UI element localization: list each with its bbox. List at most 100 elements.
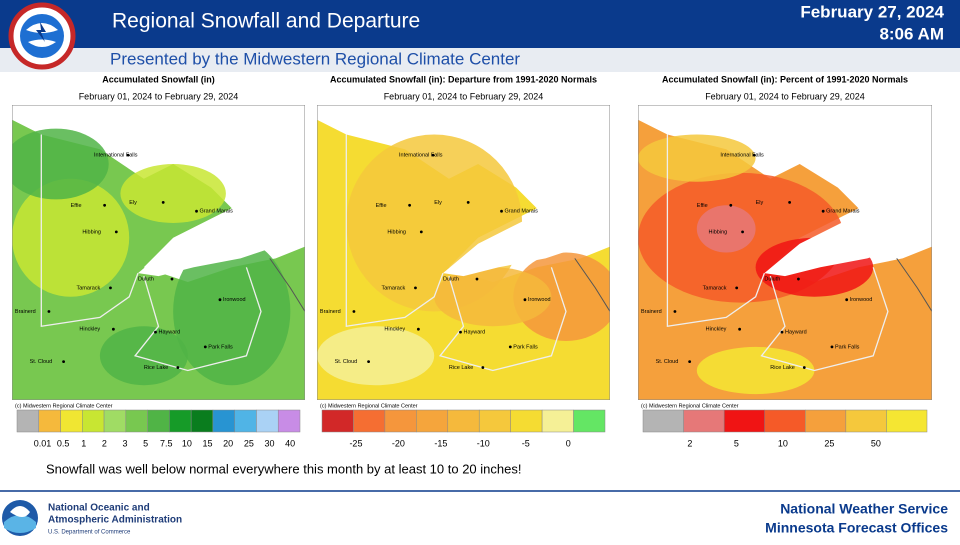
map-panel: Accumulated Snowfall (in): Percent of 19…: [638, 74, 932, 448]
city-dot: [408, 203, 411, 207]
legend-label: -5: [522, 438, 530, 448]
city-label: Hibbing: [709, 229, 728, 235]
city-dot: [103, 203, 106, 207]
city-label: St. Cloud: [30, 359, 53, 365]
city-label: Hinckley: [79, 327, 100, 333]
legend-swatch: [384, 409, 417, 433]
legend-label: 10: [778, 438, 788, 448]
city-dot: [203, 345, 207, 349]
city-label: Ely: [756, 200, 764, 206]
city-dot: [114, 230, 118, 234]
legend-label: -25: [349, 438, 362, 448]
lake-superior: [138, 187, 305, 277]
legend-label: 5: [143, 438, 148, 448]
city-label: Ironwood: [850, 297, 873, 303]
legend-label: 5: [734, 438, 739, 448]
city-dot: [673, 310, 677, 313]
legend-swatch: [256, 409, 279, 433]
city-dot: [845, 298, 849, 302]
map: [638, 105, 932, 400]
city-dot: [161, 200, 165, 204]
nws-logo: [8, 2, 76, 70]
noaa-dept: U.S. Department of Commerce: [48, 530, 131, 536]
city-label: Effie: [71, 203, 82, 209]
legend-swatch: [147, 409, 170, 433]
city-dot: [459, 330, 462, 334]
city-label: Brainerd: [320, 309, 341, 315]
state-border: [760, 267, 889, 372]
panels: Accumulated Snowfall (in) February 01, 20…: [12, 74, 932, 448]
legend-swatch: [886, 409, 928, 433]
map-credit: (c) Midwestern Regional Climate Center: [320, 403, 418, 409]
city-dot: [830, 345, 834, 349]
panel-period: February 01, 2024 to February 29, 2024: [79, 91, 239, 101]
city-dot: [475, 277, 479, 281]
legend-label: 0.5: [57, 438, 70, 448]
city-dot: [109, 286, 112, 290]
city-dot: [218, 298, 222, 302]
legend-swatch: [60, 409, 83, 433]
nws-offices: Minnesota Forecast Offices: [765, 520, 948, 536]
city-label: Rice Lake: [449, 365, 473, 371]
city-label: Ely: [434, 200, 442, 206]
city-dot: [176, 366, 180, 369]
snow-zone: [434, 267, 552, 327]
map-credit: (c) Midwestern Regional Climate Center: [15, 403, 113, 409]
noaa-logo: [2, 500, 38, 536]
state-border: [269, 258, 305, 312]
city-label: Grand Marais: [826, 209, 860, 215]
state-border: [133, 267, 262, 372]
city-label: Brainerd: [641, 309, 662, 315]
city-dot: [729, 203, 733, 207]
city-dot: [111, 327, 115, 331]
legend-swatch: [234, 409, 257, 433]
legend-label: 20: [223, 438, 233, 448]
city-dot: [797, 277, 800, 281]
city-dot: [788, 200, 791, 204]
city-dot: [508, 345, 512, 349]
map-panel: Accumulated Snowfall (in): Departure fro…: [317, 74, 610, 448]
snow-zone: [120, 164, 226, 223]
city-dot: [466, 200, 470, 204]
legend-label: -15: [434, 438, 447, 448]
state-border: [896, 258, 932, 312]
city-dot: [195, 209, 198, 213]
nws-name: National Weather Service: [780, 501, 948, 517]
city-label: International Falls: [720, 153, 764, 159]
legend-swatch: [125, 409, 148, 433]
snow-zone: [173, 237, 291, 386]
snow-zone: [317, 326, 435, 386]
legend-label: 2: [687, 438, 692, 448]
map-credit: (c) Midwestern Regional Climate Center: [641, 403, 739, 409]
legend-label: -20: [392, 438, 405, 448]
city-label: Park Falls: [513, 344, 538, 350]
city-label: Duluth: [138, 277, 154, 283]
legend-swatch: [510, 409, 543, 433]
city-dot: [367, 360, 370, 364]
city-label: Tamarack: [381, 285, 405, 291]
city-dot: [419, 230, 423, 234]
legend-swatch: [764, 409, 806, 433]
legend-label: 3: [123, 438, 128, 448]
city-label: Tamarack: [76, 285, 100, 291]
city-label: Hinckley: [384, 327, 405, 333]
legend-swatch: [683, 409, 725, 433]
state-border: [40, 134, 139, 328]
legend-swatch: [642, 409, 684, 433]
city-dot: [500, 209, 503, 213]
city-dot: [154, 330, 157, 334]
city-label: Ironwood: [223, 297, 246, 303]
map: [12, 105, 305, 400]
city-label: Rice Lake: [144, 365, 168, 371]
slide-title: Regional Snowfall and Departure: [112, 10, 420, 33]
city-dot: [126, 153, 130, 157]
city-label: Hibbing: [82, 229, 101, 235]
legend-label: 7.5: [160, 438, 173, 448]
slide-subtitle: Presented by the Midwestern Regional Cli…: [110, 49, 520, 68]
legend-swatch: [277, 409, 301, 433]
city-label: Effie: [697, 203, 708, 209]
legend-swatch: [212, 409, 235, 433]
city-label: Brainerd: [15, 309, 36, 315]
